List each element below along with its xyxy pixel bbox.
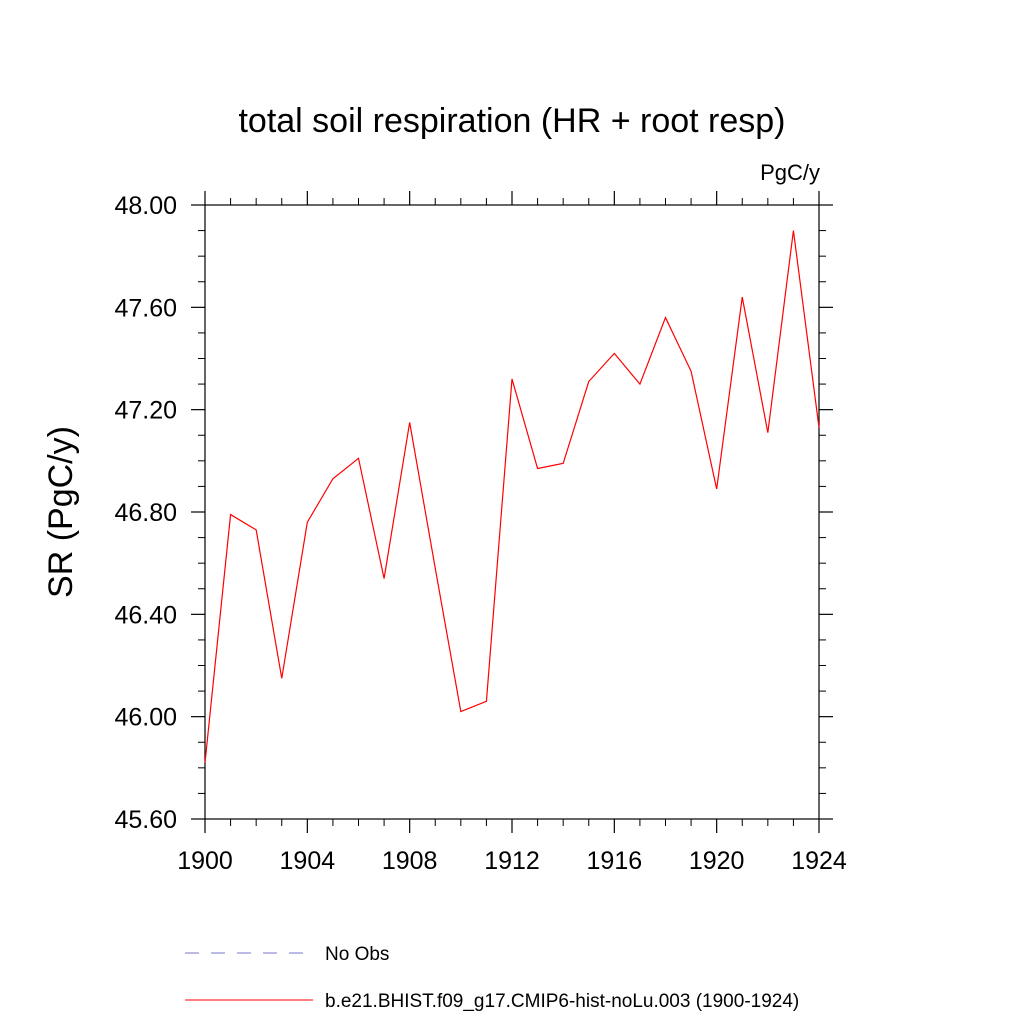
y-tick-label: 47.60 bbox=[114, 294, 177, 322]
y-tick-label: 45.60 bbox=[114, 806, 177, 834]
x-tick-label: 1912 bbox=[484, 847, 540, 875]
legend-label: b.e21.BHIST.f09_g17.CMIP6-hist-noLu.003 … bbox=[325, 991, 799, 1012]
x-tick-label: 1908 bbox=[382, 847, 438, 875]
x-tick-label: 1904 bbox=[280, 847, 336, 875]
y-tick-label: 46.40 bbox=[114, 601, 177, 629]
chart-title: total soil respiration (HR + root resp) bbox=[238, 102, 785, 140]
y-tick-label: 46.80 bbox=[114, 499, 177, 527]
x-tick-label: 1900 bbox=[177, 847, 233, 875]
x-tick-label: 1924 bbox=[791, 847, 847, 875]
series-layer bbox=[204, 230, 820, 763]
y-tick-label: 47.20 bbox=[114, 397, 177, 425]
x-tick-label: 1920 bbox=[689, 847, 745, 875]
axis-ticks: 1900 1904 1908 1912 1916 1920 1924 45.60 46.00 46… bbox=[114, 191, 847, 875]
y-axis-label: SR (PgC/y) bbox=[42, 426, 80, 598]
legend: No Obs b.e21.BHIST.f09_g17.CMIP6-hist-noL… bbox=[185, 944, 799, 1012]
series-line bbox=[204, 230, 820, 763]
legend-label: No Obs bbox=[325, 944, 389, 965]
units-label: PgC/y bbox=[760, 160, 820, 185]
y-tick-label: 48.00 bbox=[114, 192, 177, 220]
x-tick-label: 1916 bbox=[587, 847, 643, 875]
y-tick-label: 46.00 bbox=[114, 704, 177, 732]
plot-frame bbox=[204, 204, 820, 820]
